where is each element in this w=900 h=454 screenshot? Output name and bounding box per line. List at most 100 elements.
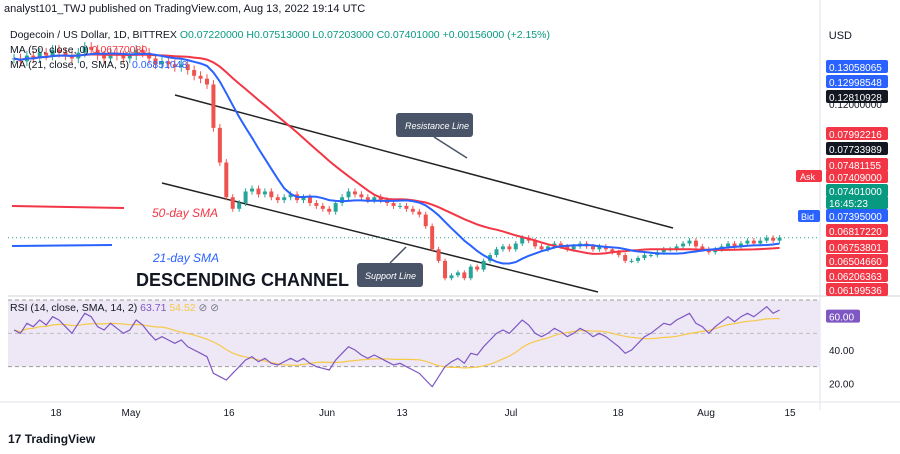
candle-body[interactable] bbox=[674, 246, 679, 250]
legend-ma50-row[interactable]: MA (50, close, 0) 0.06770080 bbox=[10, 44, 147, 56]
candle-body[interactable] bbox=[687, 240, 692, 244]
candle-body[interactable] bbox=[436, 249, 441, 261]
candle-body[interactable] bbox=[179, 64, 184, 68]
candle-body[interactable] bbox=[346, 191, 351, 198]
candle-body[interactable] bbox=[616, 252, 621, 256]
candle-body[interactable] bbox=[455, 272, 460, 276]
candle-body[interactable] bbox=[636, 257, 641, 261]
candle-body[interactable] bbox=[738, 243, 743, 247]
candle-body[interactable] bbox=[159, 61, 164, 65]
candle-body[interactable] bbox=[230, 197, 235, 209]
symbol-name[interactable]: Dogecoin / US Dollar, 1D, BITTREX bbox=[10, 29, 177, 41]
candle-body[interactable] bbox=[629, 260, 634, 262]
candle-body[interactable] bbox=[558, 243, 563, 247]
candle-body[interactable] bbox=[410, 208, 415, 212]
candle-body[interactable] bbox=[681, 243, 686, 247]
candle-body[interactable] bbox=[417, 211, 422, 215]
candle-body[interactable] bbox=[275, 197, 280, 201]
candle-body[interactable] bbox=[565, 246, 570, 250]
candle-body[interactable] bbox=[224, 162, 229, 198]
candle-body[interactable] bbox=[140, 49, 145, 53]
candle-body[interactable] bbox=[520, 237, 525, 244]
candle-body[interactable] bbox=[269, 191, 274, 198]
candle-body[interactable] bbox=[314, 203, 319, 206]
candle-body[interactable] bbox=[732, 243, 737, 247]
candle-body[interactable] bbox=[777, 237, 782, 241]
candle-body[interactable] bbox=[745, 240, 750, 244]
candle-body[interactable] bbox=[359, 194, 364, 198]
candle-body[interactable] bbox=[764, 237, 769, 241]
candle-body[interactable] bbox=[307, 197, 312, 204]
candle-body[interactable] bbox=[134, 49, 139, 56]
candle-body[interactable] bbox=[237, 203, 242, 209]
candle-body[interactable] bbox=[31, 55, 36, 59]
candle-body[interactable] bbox=[340, 197, 345, 204]
candle-body[interactable] bbox=[89, 46, 94, 50]
candle-body[interactable] bbox=[288, 194, 293, 198]
candle-body[interactable] bbox=[243, 191, 248, 204]
candle-body[interactable] bbox=[37, 52, 42, 59]
bid-tag[interactable] bbox=[798, 210, 820, 222]
candle-body[interactable] bbox=[63, 52, 68, 56]
candle-body[interactable] bbox=[481, 260, 486, 270]
candle-body[interactable] bbox=[423, 214, 428, 227]
candle-body[interactable] bbox=[642, 255, 647, 258]
candle-body[interactable] bbox=[500, 246, 505, 250]
candle-body[interactable] bbox=[301, 197, 306, 201]
visibility-icon[interactable]: ⊘ bbox=[198, 302, 208, 314]
price-pane[interactable] bbox=[8, 22, 820, 292]
candle-body[interactable] bbox=[591, 246, 595, 250]
candle-body[interactable] bbox=[545, 246, 550, 250]
candle-body[interactable] bbox=[365, 197, 370, 201]
candle-body[interactable] bbox=[391, 203, 396, 206]
candle-body[interactable] bbox=[771, 237, 776, 241]
candle-body[interactable] bbox=[82, 46, 87, 53]
candle-body[interactable] bbox=[198, 75, 203, 79]
candle-body[interactable] bbox=[352, 191, 357, 195]
candle-body[interactable] bbox=[462, 272, 467, 279]
support-callout[interactable] bbox=[357, 263, 423, 287]
candle-body[interactable] bbox=[430, 226, 435, 250]
candle-body[interactable] bbox=[320, 205, 325, 209]
candle-body[interactable] bbox=[513, 243, 518, 250]
candle-body[interactable] bbox=[661, 249, 666, 253]
rsi-line[interactable] bbox=[13, 305, 780, 388]
candle-body[interactable] bbox=[610, 249, 615, 253]
legend-ma21-row[interactable]: MA (21, close, 0, SMA, 5) 0.06851048 bbox=[10, 59, 187, 71]
candle-body[interactable] bbox=[726, 243, 731, 247]
candle-body[interactable] bbox=[153, 58, 158, 65]
candle-body[interactable] bbox=[494, 249, 499, 256]
candle-body[interactable] bbox=[507, 246, 512, 250]
candle-body[interactable] bbox=[205, 78, 209, 85]
candle-body[interactable] bbox=[443, 260, 448, 279]
candle-body[interactable] bbox=[700, 246, 705, 250]
candle-body[interactable] bbox=[69, 55, 74, 59]
candle-body[interactable] bbox=[185, 64, 190, 71]
candle-body[interactable] bbox=[102, 55, 107, 59]
resistance-callout[interactable] bbox=[396, 113, 473, 137]
candle-body[interactable] bbox=[597, 246, 602, 250]
candle-body[interactable] bbox=[475, 266, 480, 270]
candle-body[interactable] bbox=[57, 49, 62, 53]
candle-body[interactable] bbox=[121, 55, 126, 59]
candle-body[interactable] bbox=[533, 240, 538, 247]
candle-body[interactable] bbox=[44, 52, 49, 56]
candle-body[interactable] bbox=[327, 208, 332, 212]
settings-icon[interactable]: ⊘ bbox=[210, 302, 220, 314]
candle-body[interactable] bbox=[623, 255, 628, 261]
legend-rsi-row[interactable]: RSI (14, close, SMA, 14, 2) 63.71 54.52 … bbox=[10, 302, 219, 314]
candle-body[interactable] bbox=[468, 266, 473, 279]
ask-tag[interactable] bbox=[796, 170, 822, 182]
candle-body[interactable] bbox=[751, 240, 756, 244]
candle-body[interactable] bbox=[372, 197, 377, 201]
candle-body[interactable] bbox=[571, 246, 576, 250]
candle-body[interactable] bbox=[166, 61, 171, 65]
resistance-line[interactable] bbox=[174, 94, 674, 229]
candle-body[interactable] bbox=[172, 64, 177, 68]
ma21-line[interactable] bbox=[13, 52, 780, 265]
candle-body[interactable] bbox=[192, 70, 197, 76]
candle-body[interactable] bbox=[398, 205, 402, 207]
candle-body[interactable] bbox=[50, 49, 55, 56]
candle-body[interactable] bbox=[378, 197, 383, 201]
candle-body[interactable] bbox=[648, 255, 653, 257]
